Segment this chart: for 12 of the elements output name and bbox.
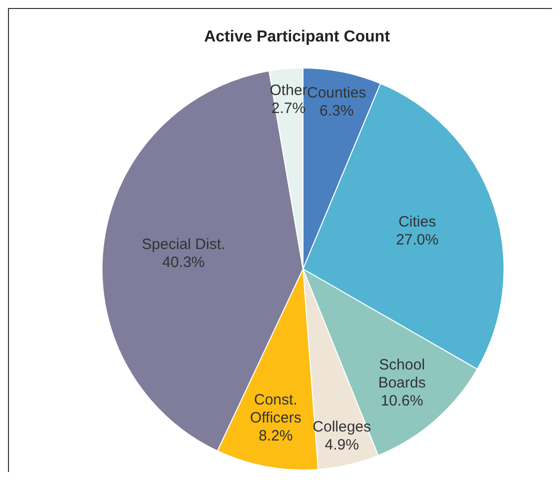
data-label: 4.9% bbox=[324, 436, 359, 453]
slice-label: Counties bbox=[306, 84, 366, 101]
data-label: 8.2% bbox=[258, 426, 293, 444]
data-label: 27.0% bbox=[396, 230, 438, 248]
slice-label: Special Dist. bbox=[142, 235, 226, 252]
slice-label: School Boards bbox=[378, 356, 426, 392]
data-label: 6.3% bbox=[319, 102, 354, 119]
slice-label: Cities bbox=[398, 212, 436, 230]
slice-label: Const. Officers bbox=[250, 390, 302, 426]
chart-title: Active Participant Count bbox=[204, 28, 391, 46]
data-label: 40.3% bbox=[162, 253, 205, 270]
data-label: 10.6% bbox=[380, 392, 424, 410]
